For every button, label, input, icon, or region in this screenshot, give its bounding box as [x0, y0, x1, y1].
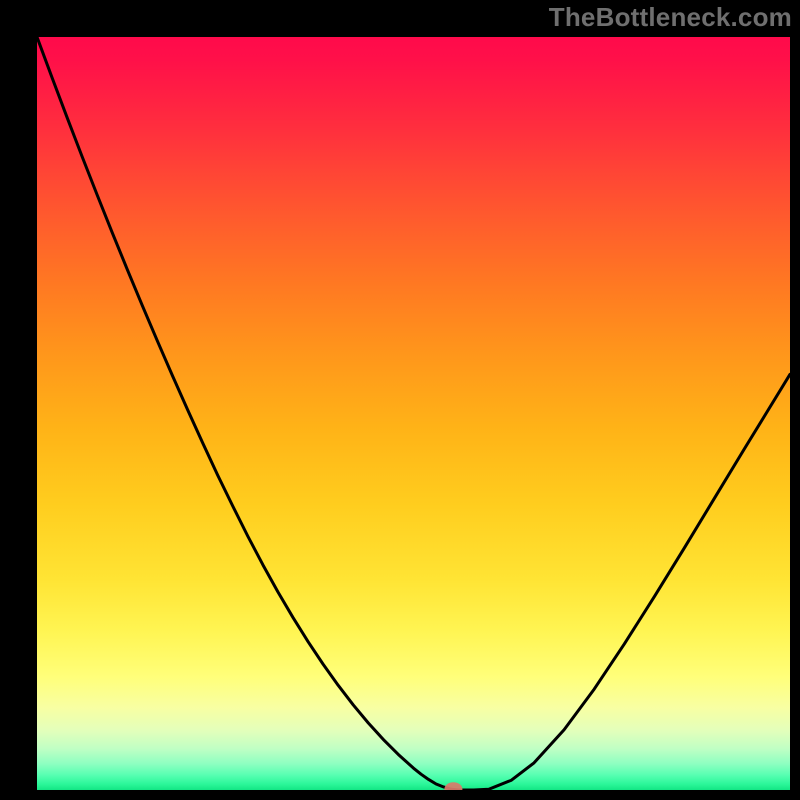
watermark-text: TheBottleneck.com — [549, 2, 792, 33]
chart-svg — [37, 37, 790, 790]
plot-area — [37, 37, 790, 790]
chart-background — [37, 37, 790, 790]
chart-frame: TheBottleneck.com — [0, 0, 800, 800]
